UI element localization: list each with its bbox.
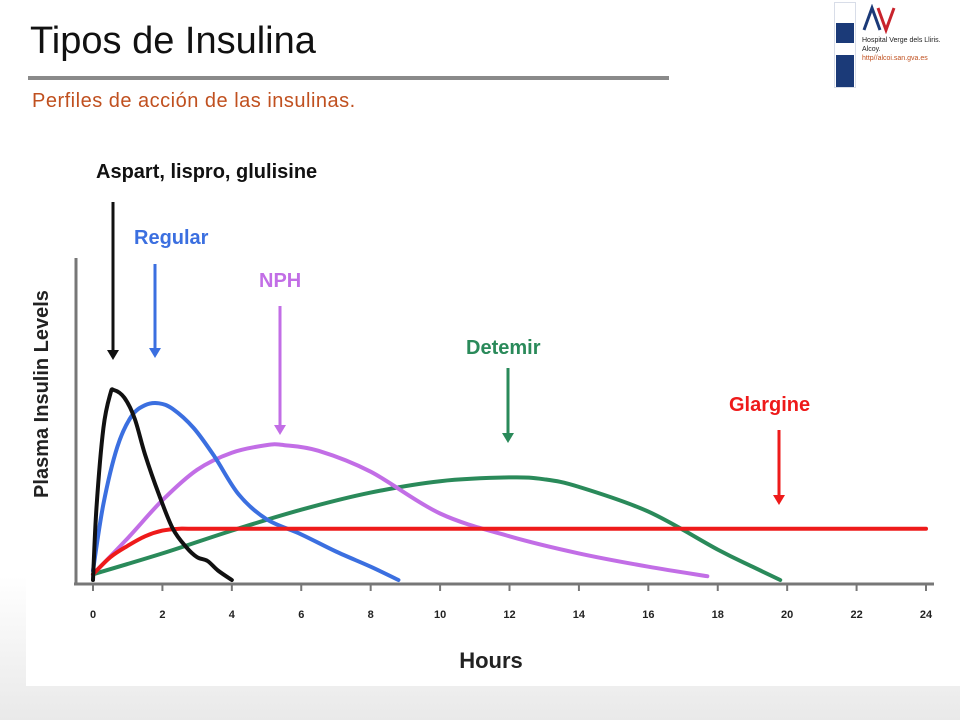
x-tick-label: 4 [229,609,236,621]
series-line-nph [91,442,710,579]
series-line-regular [91,401,401,582]
title-underline [28,76,669,80]
logo-side-strip [834,2,856,88]
x-tick-label: 14 [573,609,586,621]
slide-subtitle: Perfiles de acción de las insulinas. [32,90,356,112]
logo-line-1: Hospital Verge dels Lliris. [862,37,941,44]
series-line-glargine [91,526,928,577]
annotation-label-nph: NPH [259,270,301,292]
x-tick-label: 0 [90,609,96,621]
insulin-chart-panel: 0 2 4 6 8 10 12 14 16 18 20 22 24 Hours Plasma Insulin… [26,128,960,686]
annotation-label-aspart-lispro-glulisine: Aspart, lispro, glulisine [96,161,317,183]
hospital-logo: AV Hospital Verge dels Lliris. Alcoy. ht… [834,2,960,90]
x-tick-label: 20 [781,609,793,621]
x-tick-label: 12 [503,609,515,621]
x-tick-label: 10 [434,609,446,621]
x-axis-title: Hours [459,648,523,673]
logo-url: http//alcoi.san.gva.es [862,55,928,62]
series-line-aspart-lispro-glulisine [91,387,234,582]
annotation-arrowhead-detemir [502,433,514,443]
logo-mark-icon: AV [862,4,896,34]
y-axis-title: Plasma Insulin Levels [31,290,53,498]
x-tick-label: 2 [159,609,165,621]
annotation-arrowhead-glargine [773,495,785,505]
annotation-label-regular: Regular [134,227,209,249]
logo-line-2: Alcoy. [862,46,881,53]
x-tick-label: 22 [850,609,862,621]
x-tick-label: 18 [712,609,724,621]
svg-text:AV: AV [862,31,864,34]
annotation-label-detemir: Detemir [466,337,541,359]
annotation-arrowhead-regular [149,348,161,358]
x-tick-label: 16 [642,609,654,621]
slide-title: Tipos de Insulina [30,20,316,62]
x-tick-label: 8 [368,609,374,621]
annotation-arrowhead-aspart-lispro-glulisine [107,350,119,360]
x-tick-label: 6 [298,609,304,621]
logo-caption: Hospital Verge dels Lliris. Alcoy. http/… [862,36,941,63]
annotation-arrowhead-nph [274,425,286,435]
x-tick-label: 24 [920,609,933,621]
annotation-label-glargine: Glargine [729,394,810,416]
